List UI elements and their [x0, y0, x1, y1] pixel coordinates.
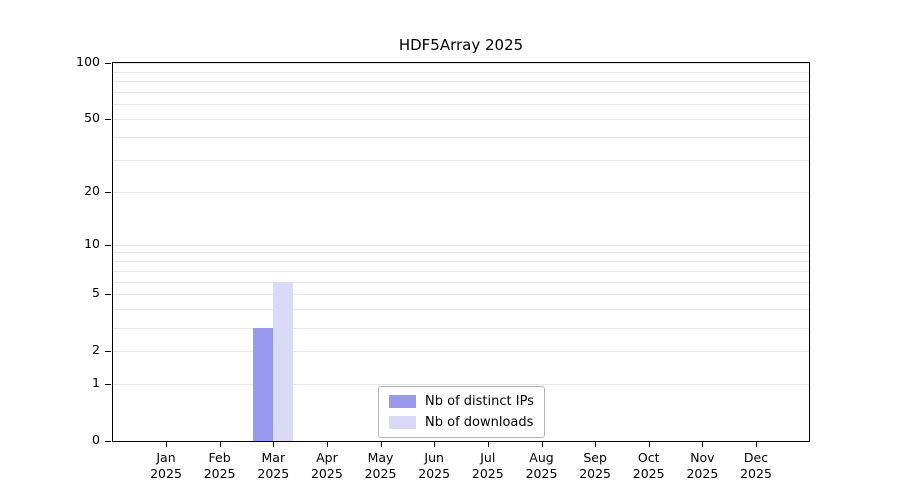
x-tick-label: May 2025: [365, 450, 397, 483]
x-tick-year: 2025: [525, 466, 558, 482]
y-tick-mark: [105, 441, 111, 442]
x-tick-mark: [756, 442, 757, 447]
x-tick-label: Nov 2025: [686, 450, 718, 483]
x-tick-label: Feb 2025: [204, 450, 236, 483]
x-tick-year: 2025: [203, 466, 236, 482]
gridline: [113, 252, 809, 254]
legend-label-downloads: Nb of downloads: [425, 415, 534, 430]
x-tick-year: 2025: [310, 466, 343, 482]
x-tick-year: 2025: [364, 466, 397, 482]
x-tick-mark: [595, 442, 597, 447]
x-tick-label: Apr 2025: [311, 450, 343, 483]
x-tick-month: Nov: [690, 450, 715, 465]
y-tick-label: 1: [92, 375, 100, 391]
y-tick-mark: [105, 244, 111, 246]
gridline: [113, 351, 809, 352]
y-tick-mark: [105, 119, 111, 120]
y-tick-label: 20: [84, 182, 100, 198]
x-tick-month: Jan: [156, 450, 176, 465]
x-tick-month: Feb: [208, 450, 231, 465]
gridline: [113, 270, 809, 272]
gridline: [113, 81, 809, 83]
x-tick-mark: [219, 442, 221, 447]
x-tick-mark: [380, 442, 382, 447]
x-tick-label: Sep 2025: [579, 450, 611, 483]
x-tick-label: Dec 2025: [740, 450, 772, 483]
legend-swatch-downloads: [389, 416, 416, 429]
y-tick-mark: [105, 63, 111, 64]
x-tick-mark: [487, 442, 489, 447]
gridline: [113, 71, 809, 73]
x-tick-year: 2025: [471, 466, 504, 482]
y-axis-labels: 0 1 2 5 10 20 50 100: [0, 0, 104, 500]
x-tick-mark: [273, 442, 275, 447]
legend: Nb of distinct IPs Nb of downloads: [378, 386, 545, 438]
x-tick-month: Jul: [480, 450, 496, 465]
gridline: [113, 281, 809, 283]
x-tick-month: Apr: [316, 450, 338, 465]
x-tick-mark: [326, 442, 328, 447]
legend-item-downloads: Nb of downloads: [389, 415, 534, 430]
gridline: [113, 384, 809, 386]
gridline: [113, 119, 809, 120]
gridline: [113, 294, 809, 296]
chart-title: HDF5Array 2025: [398, 36, 524, 54]
x-tick-mark: [702, 442, 704, 447]
x-tick-label: Aug 2025: [526, 450, 558, 483]
x-tick-label: Oct 2025: [633, 450, 665, 483]
x-tick-label: Jul 2025: [472, 450, 504, 483]
y-tick-mark: [105, 384, 111, 386]
x-tick-month: Aug: [529, 450, 554, 465]
gridline: [113, 91, 809, 93]
x-tick-year: 2025: [740, 466, 772, 482]
gridline: [113, 136, 809, 138]
y-tick-label: 100: [76, 54, 100, 69]
x-tick-year: 2025: [150, 466, 182, 482]
y-tick-mark: [105, 294, 111, 296]
legend-swatch-distinct-ips: [389, 395, 416, 408]
x-tick-year: 2025: [579, 466, 611, 482]
gridline: [113, 261, 809, 262]
gridline: [113, 327, 809, 329]
x-tick-year: 2025: [418, 466, 451, 482]
legend-item-distinct-ips: Nb of distinct IPs: [389, 394, 534, 409]
y-tick-mark: [105, 351, 111, 352]
x-tick-mark: [434, 442, 436, 447]
x-tick-month: Dec: [743, 450, 769, 465]
gridline: [113, 244, 809, 246]
x-tick-label: Jan 2025: [150, 450, 182, 483]
x-tick-month: Sep: [583, 450, 607, 465]
plot-area: Nb of distinct IPs Nb of downloads: [112, 62, 810, 442]
y-tick-label: 5: [92, 285, 100, 301]
x-tick-mark: [541, 442, 543, 447]
gridline: [113, 309, 809, 311]
x-tick-month: Mar: [261, 450, 286, 465]
y-tick-label: 50: [84, 110, 100, 125]
x-tick-mark: [648, 442, 650, 447]
x-tick-year: 2025: [632, 466, 665, 482]
x-tick-year: 2025: [686, 466, 719, 482]
gridline: [113, 159, 809, 161]
gridline: [113, 63, 809, 64]
gridline: [113, 191, 809, 193]
y-tick-label: 0: [92, 432, 100, 447]
x-axis-labels: Jan 2025 Feb 2025 Mar 2025 Apr 2025 May 2025 Jun 20…: [113, 450, 809, 486]
y-tick-label: 2: [92, 342, 100, 357]
bar-nb-of-downloads: [273, 281, 294, 441]
x-tick-mark: [166, 442, 167, 447]
x-tick-label: Mar 2025: [257, 450, 289, 483]
legend-label-distinct-ips: Nb of distinct IPs: [425, 394, 534, 409]
x-tick-year: 2025: [257, 466, 290, 482]
x-tick-label: Jun 2025: [418, 450, 450, 483]
x-tick-month: Oct: [637, 450, 660, 465]
bar-nb-of-distinct-ips: [253, 327, 274, 441]
gridline: [113, 104, 809, 106]
x-tick-month: Jun: [424, 450, 444, 465]
y-tick-label: 10: [84, 235, 100, 251]
x-tick-month: May: [367, 450, 394, 465]
y-tick-mark: [105, 191, 111, 193]
